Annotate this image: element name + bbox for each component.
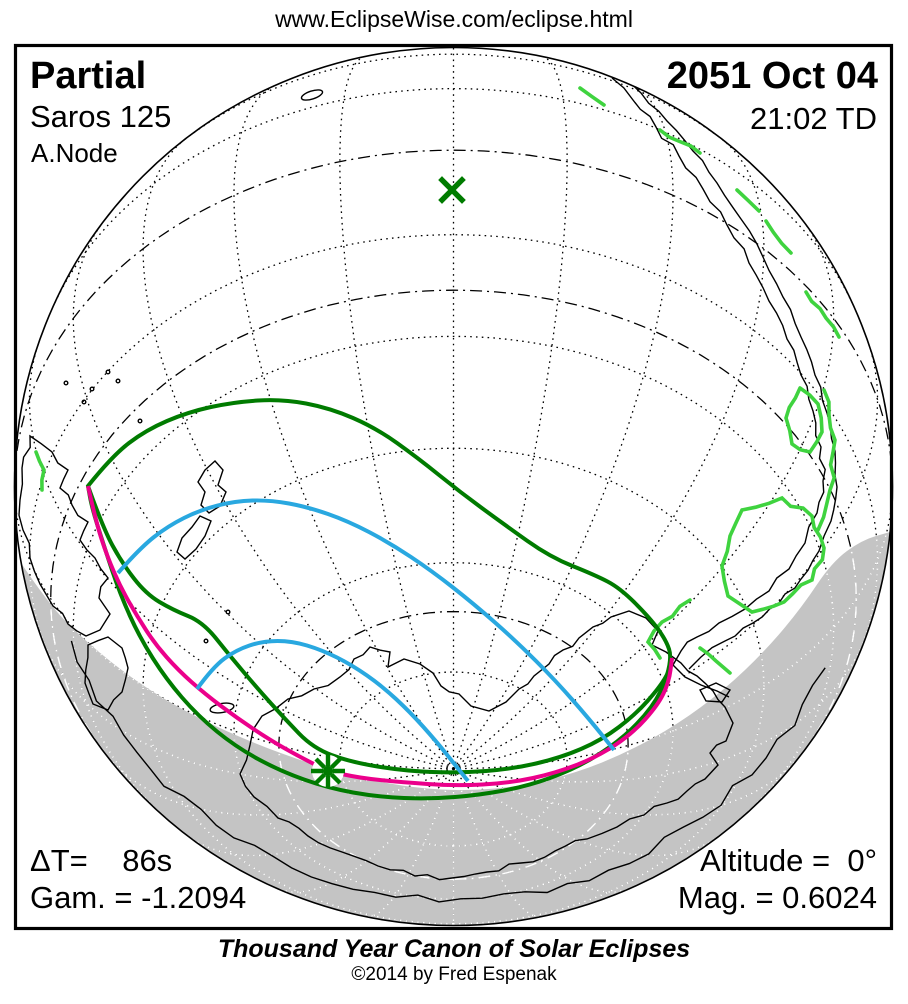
inner-limit-curve	[86, 485, 674, 775]
max-eclipse-curve-inner	[195, 638, 470, 783]
magnitude-value: Mag. = 0.6024	[677, 880, 877, 915]
eclipse-time: 21:02 TD	[750, 101, 877, 136]
eclipse-date: 2051 Oct 04	[666, 55, 878, 97]
penumbra-limit-curve	[85, 398, 673, 801]
header-url: www.EclipseWise.com/eclipse.html	[275, 6, 633, 32]
eclipse-type-label: Partial	[30, 55, 147, 97]
coastlines	[18, 71, 838, 903]
altitude-value: Altitude = 0°	[700, 843, 877, 878]
gamma-value: Gam. = -1.2094	[30, 880, 247, 915]
sub-solar-marker	[438, 176, 466, 204]
night-shading	[21, 532, 890, 925]
node-label: A.Node	[31, 138, 118, 168]
globe-layers	[15, 48, 892, 925]
greatest-eclipse-marker	[311, 754, 345, 788]
canon-title: Thousand Year Canon of Solar Eclipses	[217, 935, 691, 963]
map-frame	[13, 43, 894, 931]
saros-label: Saros 125	[30, 99, 172, 134]
copyright-line: ©2014 by Fred Espenak	[351, 964, 557, 985]
antarctica-far-coast	[70, 640, 826, 903]
max-eclipse-curve-outer	[116, 498, 616, 752]
delta-t-value: ΔT= 86s	[30, 843, 173, 878]
